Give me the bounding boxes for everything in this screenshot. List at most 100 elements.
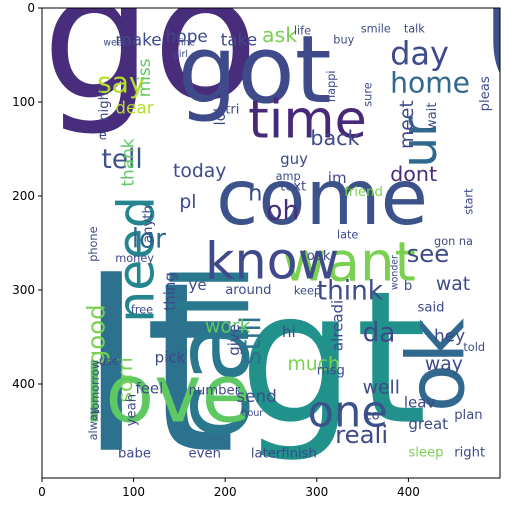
word-37: wat	[436, 274, 470, 295]
word-92: hour	[242, 408, 264, 419]
word-12: need	[107, 196, 166, 323]
word-77: keep	[294, 285, 321, 298]
word-65: lol	[211, 108, 229, 126]
word-45: thank	[118, 138, 138, 186]
word-17: say	[97, 67, 146, 100]
word-64: ye	[189, 276, 207, 294]
word-55: sleep	[408, 445, 443, 460]
word-1: go	[42, 0, 259, 139]
word-19: think	[317, 276, 384, 306]
x-tick-label-1: 100	[122, 485, 145, 499]
word-22: oh	[266, 197, 299, 227]
y-tick-label-4: 400	[12, 377, 35, 391]
word-93: tomorrow	[89, 360, 102, 414]
y-tick-label-2: 200	[12, 189, 35, 203]
word-26: reali	[335, 420, 388, 449]
word-61: hi	[282, 323, 296, 341]
word-103: girl	[173, 49, 188, 60]
word-11: time	[248, 90, 367, 151]
word-101: wonder	[389, 255, 400, 290]
word-4: call	[153, 263, 273, 441]
word-95: use	[99, 355, 119, 368]
word-16: home	[390, 67, 470, 100]
word-102: fine	[178, 38, 196, 49]
word-63: thing	[161, 272, 179, 311]
word-28: back	[310, 126, 359, 150]
word-69: friend	[344, 185, 383, 200]
x-axis: 0 100 200 300 400	[38, 478, 420, 499]
y-axis: 0 100 200 300 400	[12, 1, 42, 391]
word-13: one	[308, 387, 388, 437]
word-14: ur	[391, 116, 448, 168]
word-23: still	[234, 316, 267, 365]
word-88: sure	[362, 82, 375, 106]
word-68: im	[328, 169, 347, 187]
word-72: anyth	[141, 205, 156, 243]
word-62: alreadi	[328, 300, 346, 351]
word-34: well	[363, 377, 400, 398]
word-90: life	[294, 24, 311, 37]
word-33: much	[287, 354, 339, 375]
word-98: n	[248, 181, 262, 207]
y-tick-label-1: 100	[12, 95, 35, 109]
word-82: wait	[425, 102, 440, 130]
word-18: tell	[102, 145, 143, 175]
word-30: dont	[390, 162, 437, 186]
word-53: even	[189, 446, 221, 461]
word-24: da	[363, 319, 396, 349]
word-50: number	[189, 383, 241, 398]
plot-background	[42, 8, 500, 478]
word-32: work	[205, 316, 251, 337]
word-9: ok	[390, 318, 482, 412]
word-31: meet	[397, 100, 418, 149]
word-91: amp	[276, 170, 301, 183]
word-78: late	[337, 228, 358, 241]
word-79: said	[418, 301, 445, 316]
word-48: pick	[155, 348, 186, 366]
word-86: smile	[361, 22, 391, 35]
word-74: phone	[87, 226, 100, 261]
word-44: night	[97, 87, 112, 121]
word-6: come	[216, 153, 428, 243]
word-51: yeah	[124, 394, 139, 426]
word-49: feel	[135, 379, 163, 397]
word-54: laterfinish	[251, 446, 317, 461]
word-20: see	[407, 239, 450, 268]
word-56: right	[454, 445, 485, 460]
word-89: happi	[325, 70, 338, 102]
word-47: give	[225, 324, 243, 356]
word-66: tri	[225, 102, 239, 117]
word-60: msg	[317, 364, 345, 379]
word-99: co	[364, 409, 379, 424]
word-42: miss	[134, 59, 154, 98]
word-81: gon na	[434, 235, 473, 248]
word-43: dear	[115, 97, 153, 117]
word-0: u	[473, 0, 518, 151]
word-96: free	[131, 304, 153, 317]
word-57: great	[408, 415, 448, 433]
word-15: day	[390, 34, 449, 72]
word-76: look	[303, 249, 331, 264]
word-10: know	[205, 232, 339, 291]
x-tick-label-2: 200	[214, 485, 237, 499]
word-35: way	[425, 354, 463, 375]
word-52: babe	[118, 446, 151, 461]
word-83: pleas	[478, 76, 493, 111]
word-38: ask	[262, 23, 297, 47]
x-tick-label-4: 400	[397, 485, 420, 499]
word-58: plan	[454, 408, 482, 423]
word-36: hey	[434, 326, 465, 346]
word-94: alway	[87, 407, 100, 440]
word-73: money	[115, 252, 154, 265]
word-87: talk	[404, 22, 425, 35]
x-tick-label-3: 300	[305, 485, 328, 499]
x-tick-label-0: 0	[38, 485, 46, 499]
word-100: b	[404, 279, 412, 294]
word-85: buy	[333, 34, 354, 47]
word-75: around	[225, 283, 271, 298]
word-40: hope	[166, 26, 208, 46]
word-67: guy	[280, 150, 308, 168]
